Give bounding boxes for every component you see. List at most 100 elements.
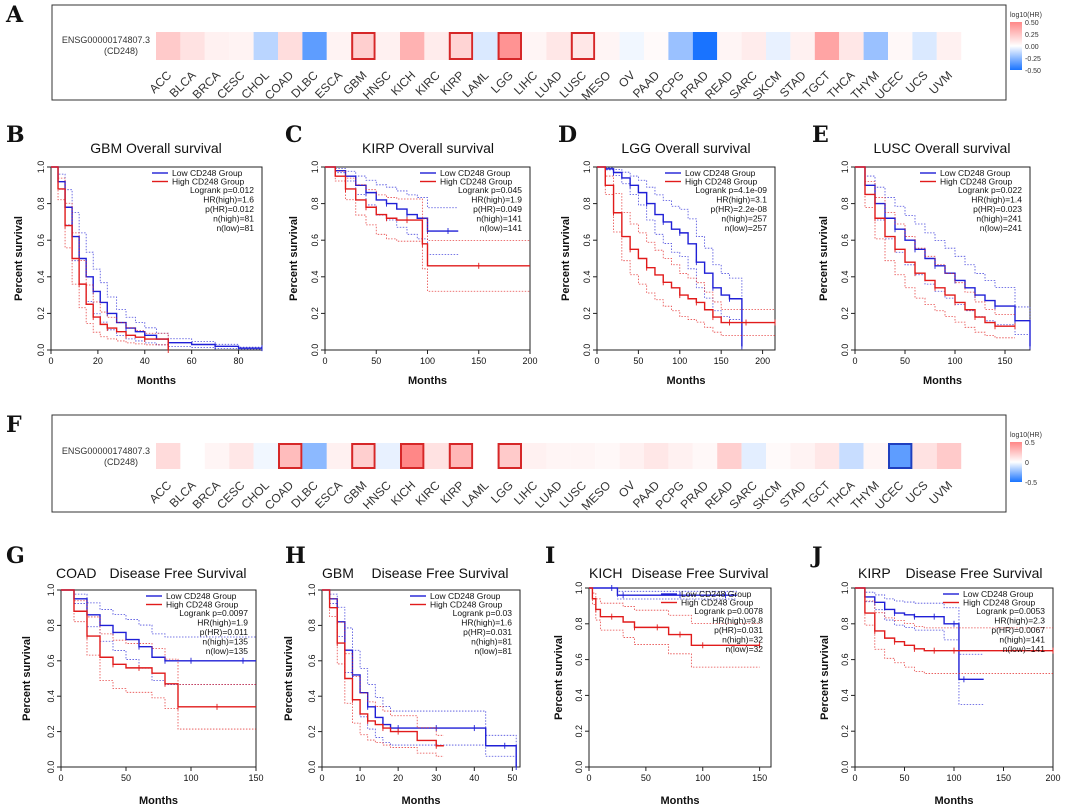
km-x-tick-label: 50	[121, 773, 131, 783]
heatmap-cell	[644, 443, 669, 469]
heatmap-legend-tick: 0.50	[1025, 20, 1039, 27]
heatmap-cell	[448, 443, 474, 469]
heatmap-category-label: UVM	[926, 68, 955, 97]
heatmap-cell	[692, 443, 718, 469]
km-y-tick-label: 0.0	[310, 344, 320, 357]
km-confidence-upper	[322, 589, 517, 767]
km-x-tick-label: 100	[695, 773, 710, 783]
km-x-tick-label: 80	[234, 356, 244, 366]
panel-letter-G: G	[6, 543, 25, 569]
heatmap-legend-tick: -0.50	[1025, 68, 1041, 75]
km-y-tick-label: 0.0	[582, 344, 592, 357]
heatmap-cell	[375, 443, 400, 469]
heatmap-category-label: LGG	[488, 478, 516, 506]
km-y-axis-label: Percent survival	[560, 216, 572, 301]
km-stat-line: n(high)=257	[721, 214, 767, 224]
km-x-tick-label: 100	[672, 356, 687, 366]
km-plot-frame	[60, 589, 257, 768]
heatmap-category-label: LGG	[488, 68, 516, 96]
km-y-tick-label: 0.8	[36, 197, 46, 210]
heatmap-legend-tick: -0.5	[1025, 480, 1037, 487]
km-x-tick-label: 100	[183, 773, 198, 783]
km-confidence-upper	[855, 166, 1031, 345]
heatmap-category-label: KICH	[388, 68, 418, 98]
km-plot-frame	[588, 587, 772, 768]
km-x-tick-label: 40	[469, 773, 479, 783]
km-x-tick-label: 40	[140, 356, 150, 366]
heatmap-cell	[326, 443, 352, 469]
heatmap-gene-id: ENSG00000174807.3	[62, 35, 150, 45]
km-x-tick-label: 0	[322, 356, 327, 366]
heatmap-cell	[814, 32, 840, 60]
heatmap-cell	[912, 32, 937, 60]
km-x-tick-label: 150	[997, 356, 1012, 366]
heatmap-cell	[936, 32, 962, 60]
km-confidence-upper	[855, 166, 1015, 316]
km-y-tick-label: 0.8	[582, 197, 592, 210]
km-x-axis-label: Months	[401, 795, 440, 807]
heatmap-cell	[936, 443, 962, 469]
heatmap-cell	[204, 32, 230, 60]
km-confidence-upper	[51, 166, 262, 348]
km-stat-line: n(high)=32	[722, 635, 763, 645]
km-x-tick-label: 200	[1045, 773, 1060, 783]
heatmap-legend-bar	[1010, 442, 1022, 482]
heatmap-cell	[424, 32, 449, 60]
km-survival-curve	[855, 166, 1015, 327]
km-y-tick-label: 0.8	[840, 197, 850, 210]
km-cancer-label: GBM	[322, 565, 354, 581]
km-confidence-upper	[597, 166, 743, 345]
km-stat-line: n(low)=241	[980, 223, 1023, 233]
heatmap-highlight	[448, 32, 474, 60]
heatmap-cell	[180, 443, 205, 469]
km-stat-line: HR(high)=3.1	[716, 195, 767, 205]
km-panel-H: GBM Disease Free Survival 0 10 20 30 40 50 0.0 0.…	[283, 565, 521, 807]
km-stat-line: p(HR)=0.023	[973, 204, 1022, 214]
heatmap-highlight	[570, 32, 596, 60]
heatmap-category-label: HNSC	[360, 478, 394, 512]
km-panel-C: KIRP Overall survival 0 50 100 150 200 0.0 0.2 0…	[288, 140, 538, 387]
km-confidence-upper	[51, 166, 169, 350]
km-y-tick-label: 0.2	[574, 725, 584, 738]
heatmap-gene-symbol: (CD248)	[104, 457, 138, 467]
km-stat-line: n(low)=141	[1003, 644, 1046, 654]
heatmap-category-label: KIRC	[413, 478, 443, 508]
heatmap-category-label: UCEC	[872, 478, 906, 512]
heatmap-cell	[448, 32, 474, 60]
km-y-tick-label: 1.0	[574, 582, 584, 595]
km-x-tick-label: 10	[355, 773, 365, 783]
heatmap-cell	[229, 32, 254, 60]
km-y-tick-label: 1.0	[840, 161, 850, 174]
km-y-tick-label: 1.0	[582, 161, 592, 174]
heatmap-legend-title: log10(HR)	[1010, 432, 1042, 439]
km-y-axis-label: Percent survival	[13, 216, 25, 301]
km-y-tick-label: 0.6	[36, 234, 46, 247]
km-stat-line: HR(high)=9.8	[712, 616, 763, 626]
km-y-tick-label: 0.8	[840, 618, 850, 631]
km-stat-line: Logrank p=0.0097	[179, 608, 248, 618]
km-y-tick-label: 0.0	[46, 761, 56, 774]
panel-letter-A: A	[5, 2, 24, 28]
heatmap-highlight	[351, 443, 376, 469]
km-y-tick-label: 1.0	[840, 582, 850, 595]
heatmap-category-label: KIRC	[413, 68, 443, 98]
heatmap-cell	[570, 32, 596, 60]
km-y-tick-label: 0.2	[840, 725, 850, 738]
heatmap-cell	[375, 32, 400, 60]
heatmap-cell	[863, 32, 888, 60]
km-x-axis-label: Months	[660, 795, 699, 807]
km-stat-line: HR(high)=1.6	[203, 195, 254, 205]
km-legend-label: High CD248 Group	[430, 600, 503, 610]
km-stat-line: n(high)=241	[976, 214, 1022, 224]
km-title: Disease Free Survival	[110, 565, 247, 581]
km-stat-line: HR(high)=1.9	[471, 195, 522, 205]
km-panel-J: KIRP Disease Free Survival 0 50 100 150 200 0.0…	[819, 565, 1061, 807]
km-stat-line: n(high)=81	[471, 637, 512, 647]
km-legend-label: High CD248 Group	[440, 177, 513, 187]
heatmap-cell	[644, 32, 669, 60]
heatmap-legend-title: log10(HR)	[1010, 12, 1042, 19]
heatmap-category-label: COAD	[262, 478, 297, 513]
km-title: Disease Free Survival	[372, 565, 509, 581]
km-stat-line: Logrank p=0.0078	[694, 606, 763, 616]
km-stat-line: Logrank p=0.03	[453, 608, 513, 618]
